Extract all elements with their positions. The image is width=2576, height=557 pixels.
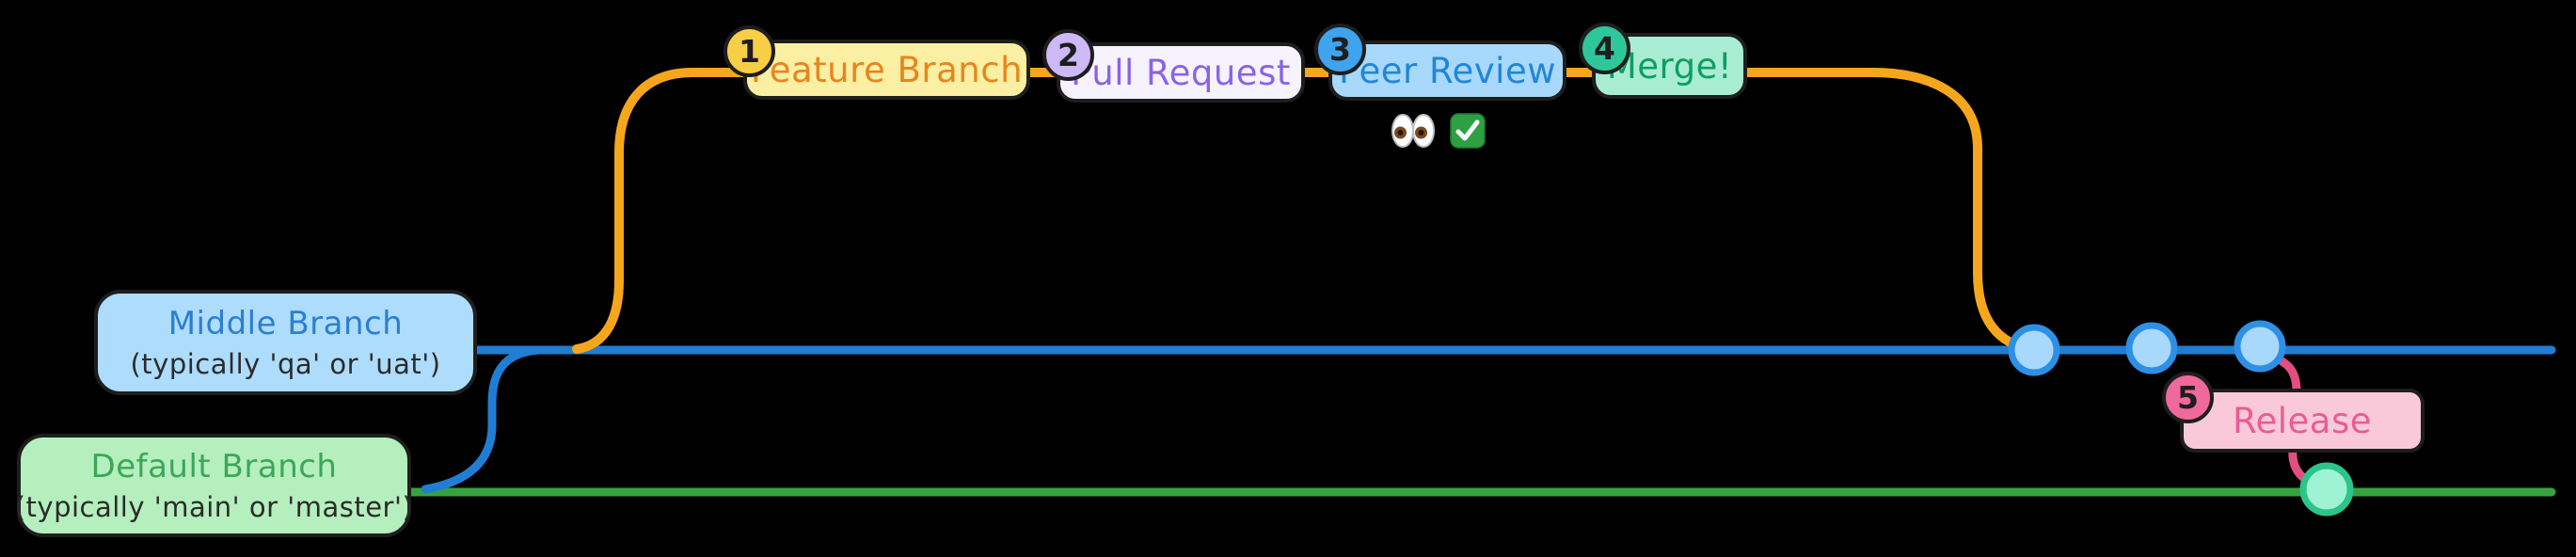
peer-review-step-box: Peer Review	[1328, 40, 1566, 101]
step-4-number: 4	[1594, 30, 1615, 67]
step-4-badge: 4	[1579, 23, 1630, 74]
release-commit-dot	[2299, 462, 2354, 517]
middle-branch-title: Middle Branch	[167, 305, 404, 342]
step-2-number: 2	[1057, 37, 1079, 73]
commit-dot	[2125, 322, 2178, 374]
middle-branch-label-box: Middle Branch (typically 'qa' or 'uat')	[94, 290, 477, 395]
check-icon	[1450, 113, 1486, 149]
peer-review-label: Peer Review	[1338, 50, 1556, 91]
commit-dot	[2234, 320, 2286, 373]
middle-branch-fork-curve	[421, 345, 545, 494]
step-3-badge: 3	[1314, 24, 1366, 75]
step-5-number: 5	[2177, 379, 2199, 416]
feature-branch-line	[572, 68, 2037, 354]
default-branch-title: Default Branch	[90, 448, 338, 485]
feature-branch-step-box: Feature Branch	[743, 40, 1030, 100]
middle-branch-subtitle: (typically 'qa' or 'uat')	[130, 348, 441, 380]
peer-review-status	[1391, 113, 1486, 149]
pull-request-step-box: Pull Request	[1057, 42, 1305, 103]
step-5-badge: 5	[2162, 372, 2214, 423]
eyes-icon	[1391, 114, 1435, 148]
step-3-number: 3	[1329, 31, 1351, 68]
step-2-badge: 2	[1042, 29, 1094, 81]
step-1-number: 1	[739, 33, 760, 70]
release-label: Release	[2232, 400, 2373, 441]
step-1-badge: 1	[724, 25, 775, 77]
default-branch-label-box: Default Branch (typically 'main' or 'mas…	[14, 434, 414, 537]
default-branch-subtitle: (typically 'main' or 'master')	[14, 491, 414, 523]
feature-branch-label: Feature Branch	[750, 49, 1024, 90]
release-step-box: Release	[2180, 389, 2425, 453]
commit-dot	[2008, 324, 2060, 376]
pull-request-label: Pull Request	[1071, 52, 1291, 93]
